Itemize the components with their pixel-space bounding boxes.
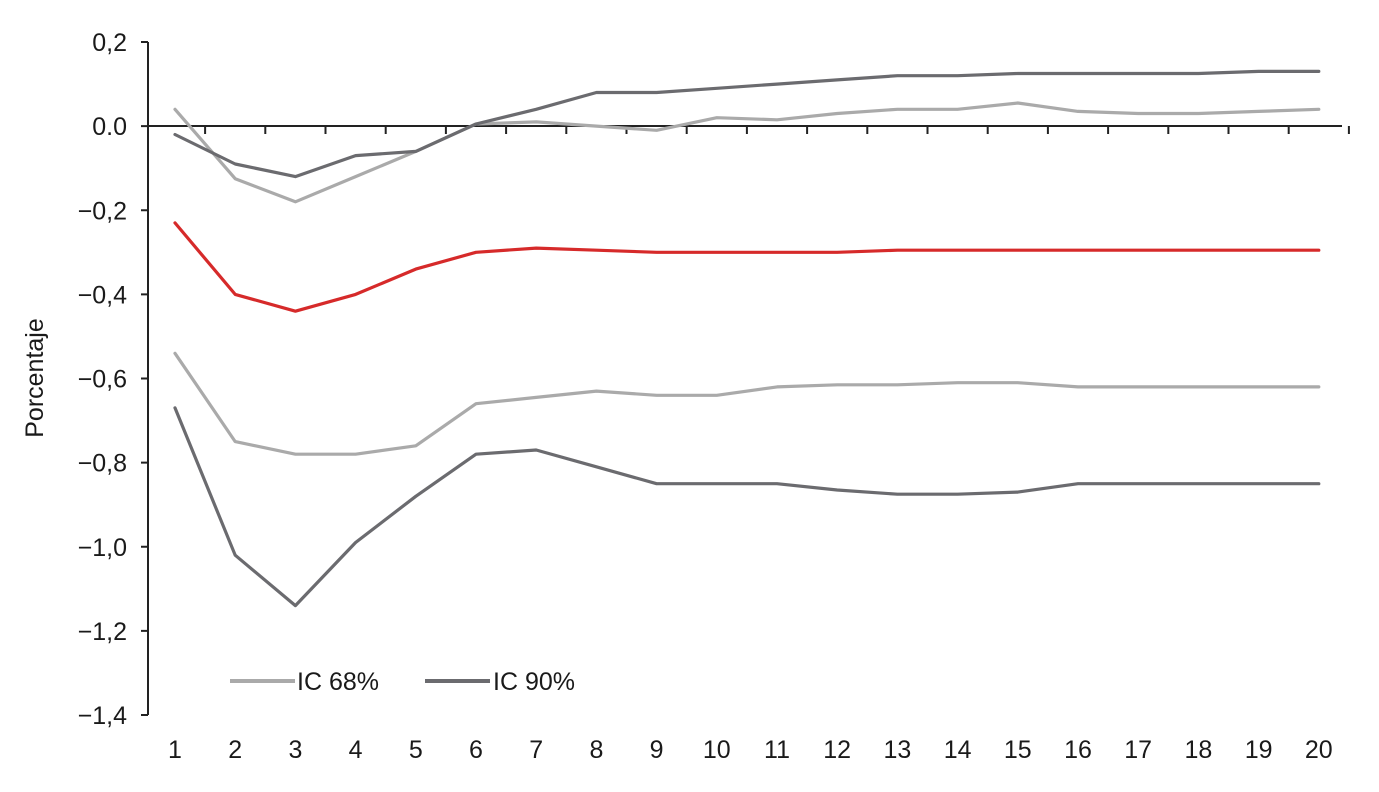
x-tick-label: 20 (1305, 736, 1333, 764)
y-tick-label: −0,6 (78, 366, 127, 394)
x-tick-label: 5 (409, 736, 423, 764)
y-axis-title: Porcentaje (21, 318, 49, 438)
series-line-3 (173, 69, 1321, 179)
series-line-2 (173, 351, 1321, 456)
y-tick-label: −1,4 (78, 702, 127, 730)
y-tick-label: 0,2 (92, 29, 127, 57)
x-tick-label: 6 (469, 736, 483, 764)
x-tick-label: 11 (764, 736, 790, 764)
x-tick-label: 8 (589, 736, 603, 764)
y-tick-label: −0,2 (78, 197, 127, 225)
x-tick-label: 1 (168, 736, 182, 764)
x-tick-label: 4 (349, 736, 363, 764)
x-tick-label: 14 (944, 736, 972, 764)
y-tick-label: −0,8 (78, 450, 127, 478)
y-tick-label: −1,0 (78, 534, 127, 562)
legend-label: IC 90% (493, 668, 575, 696)
x-tick-label: 13 (883, 736, 911, 764)
y-tick-label: −0,4 (78, 281, 127, 309)
legend-label: IC 68% (297, 668, 379, 696)
series-line-0 (173, 221, 1321, 313)
x-tick-label: 18 (1184, 736, 1212, 764)
x-tick-label: 17 (1124, 736, 1152, 764)
x-tick-label: 2 (228, 736, 242, 764)
x-tick-label: 10 (703, 736, 731, 764)
x-tick-label: 7 (529, 736, 543, 764)
x-tick-label: 16 (1064, 736, 1092, 764)
series-line-4 (173, 406, 1321, 608)
y-tick-label: 0.0 (92, 113, 127, 141)
x-tick-label: 15 (1004, 736, 1032, 764)
series-line-1 (173, 101, 1321, 204)
x-tick-label: 3 (288, 736, 302, 764)
x-tick-label: 12 (823, 736, 851, 764)
x-tick-label: 9 (650, 736, 664, 764)
y-tick-label: −1,2 (78, 618, 127, 646)
x-tick-label: 19 (1245, 736, 1273, 764)
